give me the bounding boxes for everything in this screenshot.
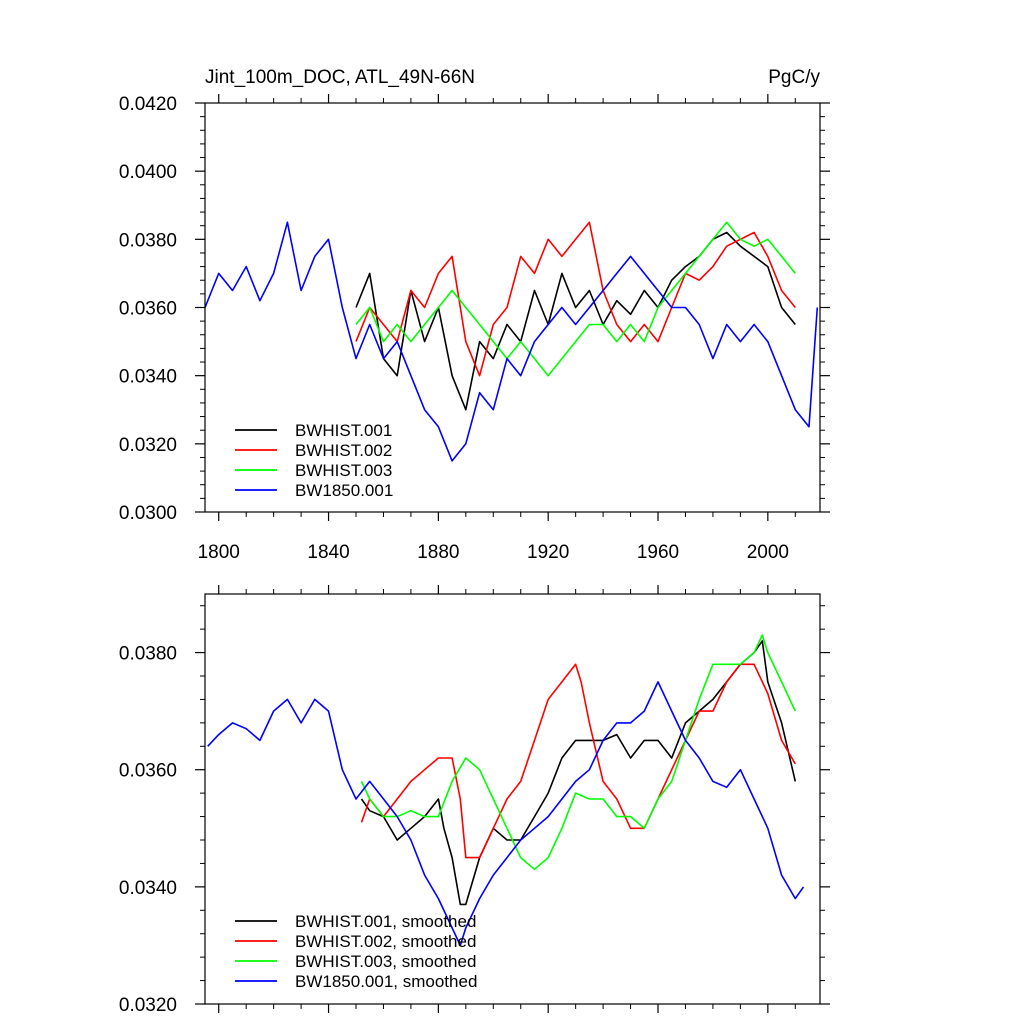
top-ytick-label: 0.0360 bbox=[119, 299, 177, 320]
top-panel-title-right: PgC/y bbox=[768, 67, 820, 88]
top-legend-label-3: BW1850.001 bbox=[295, 481, 393, 500]
bottom-ytick-label: 0.0320 bbox=[119, 995, 177, 1016]
top-xtick-label: 1800 bbox=[198, 542, 240, 563]
top-legend-label-2: BWHIST.003 bbox=[295, 461, 392, 480]
top-series-line-2 bbox=[355, 221, 796, 377]
bottom-ytick-label: 0.0340 bbox=[119, 878, 177, 899]
top-series-line-1 bbox=[355, 221, 796, 377]
bottom-series-line-2 bbox=[360, 634, 797, 871]
top-ytick-label: 0.0380 bbox=[119, 230, 177, 251]
bottom-ytick-label: 0.0360 bbox=[119, 761, 177, 782]
top-legend-label-0: BWHIST.001 bbox=[295, 421, 392, 440]
top-legend-label-1: BWHIST.002 bbox=[295, 441, 392, 460]
bottom-plot-frame bbox=[204, 593, 821, 1005]
top-panel-title-left: Jint_100m_DOC, ATL_49N-66N bbox=[205, 67, 475, 88]
bottom-axes: 0.0320 0.0340 0.0360 0.0380 bbox=[119, 585, 830, 1016]
top-xtick-label: 1840 bbox=[307, 542, 349, 563]
top-xtick-label: 2000 bbox=[747, 542, 789, 563]
bottom-series-line-3 bbox=[207, 681, 805, 947]
top-ytick-label: 0.0340 bbox=[119, 367, 177, 388]
top-series-lines bbox=[204, 221, 819, 462]
top-xtick-label: 1920 bbox=[527, 542, 569, 563]
bottom-series-lines bbox=[207, 634, 805, 947]
top-series-line-0 bbox=[355, 231, 796, 411]
top-panel: Jint_100m_DOC, ATL_49N-66N PgC/y 1800 184… bbox=[119, 67, 830, 563]
bottom-ytick-label: 0.0380 bbox=[119, 644, 177, 665]
bottom-legend-label-1: BWHIST.002, smoothed bbox=[295, 932, 476, 951]
top-ytick-label: 0.0420 bbox=[119, 94, 177, 115]
top-axes: 1800 1840 1880 1920 1960 2000 0.0300 0.0320 0.03… bbox=[119, 94, 830, 563]
top-ytick-label: 0.0400 bbox=[119, 162, 177, 183]
bottom-legend-label-2: BWHIST.003, smoothed bbox=[295, 952, 476, 971]
bottom-panel: 0.0320 0.0340 0.0360 0.0380 BWHIST.001, smo… bbox=[119, 585, 830, 1016]
top-ytick-label: 0.0320 bbox=[119, 435, 177, 456]
top-series-line-3 bbox=[204, 221, 819, 462]
bottom-series-line-1 bbox=[360, 663, 796, 859]
bottom-legend-label-3: BW1850.001, smoothed bbox=[295, 972, 477, 991]
bottom-legend-label-0: BWHIST.001, smoothed bbox=[295, 912, 476, 931]
top-xtick-label: 1960 bbox=[637, 542, 679, 563]
top-ytick-label: 0.0300 bbox=[119, 503, 177, 524]
top-xtick-label: 1880 bbox=[417, 542, 459, 563]
